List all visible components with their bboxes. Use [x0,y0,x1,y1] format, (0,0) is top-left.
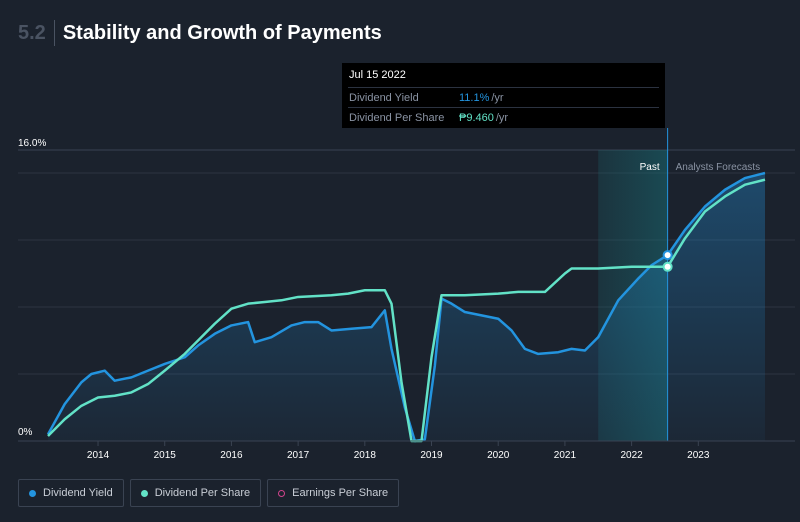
tooltip-value-yield: 11.1% [459,91,490,104]
y-tick-label-bottom: 0% [18,427,33,438]
section-header: 5.2 Stability and Growth of Payments [18,18,382,48]
yield-hover-marker [662,250,673,261]
x-tick-label-2020: 2020 [487,450,510,461]
tooltip-unit-dps: /yr [495,111,509,124]
legend-label-eps: Earnings Per Share [292,487,389,499]
tooltip-unit-yield: /yr [491,91,504,104]
x-tick-label-2017: 2017 [287,450,310,461]
x-tick-label-2015: 2015 [154,450,177,461]
tooltip-label-dps: Dividend Per Share [349,111,445,124]
tooltip-value-dps: ₱9.460 [459,111,494,124]
legend-item-dividend-yield[interactable]: Dividend Yield [18,479,124,507]
x-tick-label-2018: 2018 [354,450,377,461]
x-tick-label-2014: 2014 [87,450,110,461]
tooltip-row-dps: Dividend Per Share ₱9.460 /yr [348,107,659,127]
x-tick-label-2021: 2021 [554,450,577,461]
legend-item-dividend-per-share[interactable]: Dividend Per Share [129,479,262,507]
x-tick-label-2016: 2016 [220,450,243,461]
section-number: 5.2 [18,20,55,46]
chart-tooltip: Jul 15 2022 Dividend Yield 11.1% /yr Div… [342,63,665,128]
region-label-past: Past [640,162,660,173]
y-tick-label-top: 16.0% [18,138,46,149]
legend-label-dps: Dividend Per Share [154,487,251,499]
tooltip-date: Jul 15 2022 [349,69,406,81]
legend-dot-yield [29,489,36,497]
legend-dot-eps [278,489,286,497]
x-tick-label-2022: 2022 [620,450,643,461]
x-tick-label-2023: 2023 [687,450,710,461]
legend-item-earnings-per-share[interactable]: Earnings Per Share [267,479,400,507]
tooltip-label-yield: Dividend Yield [349,91,419,104]
x-tick-label-2019: 2019 [420,450,443,461]
legend-label-yield: Dividend Yield [43,487,113,499]
yield-area [48,173,765,441]
dividend-chart[interactable]: 16.0% 0% Past Analysts Forecasts 2014 2015 201… [0,0,800,470]
chart-legend: Dividend Yield Dividend Per Share Earnin… [18,479,400,507]
dividend-per-share-line [47,178,766,443]
legend-dot-dps [140,489,148,497]
tooltip-row-yield: Dividend Yield 11.1% /yr [348,87,659,107]
region-label-forecast: Analysts Forecasts [676,162,760,173]
dps-hover-marker [662,261,673,272]
section-title: Stability and Growth of Payments [62,22,382,44]
